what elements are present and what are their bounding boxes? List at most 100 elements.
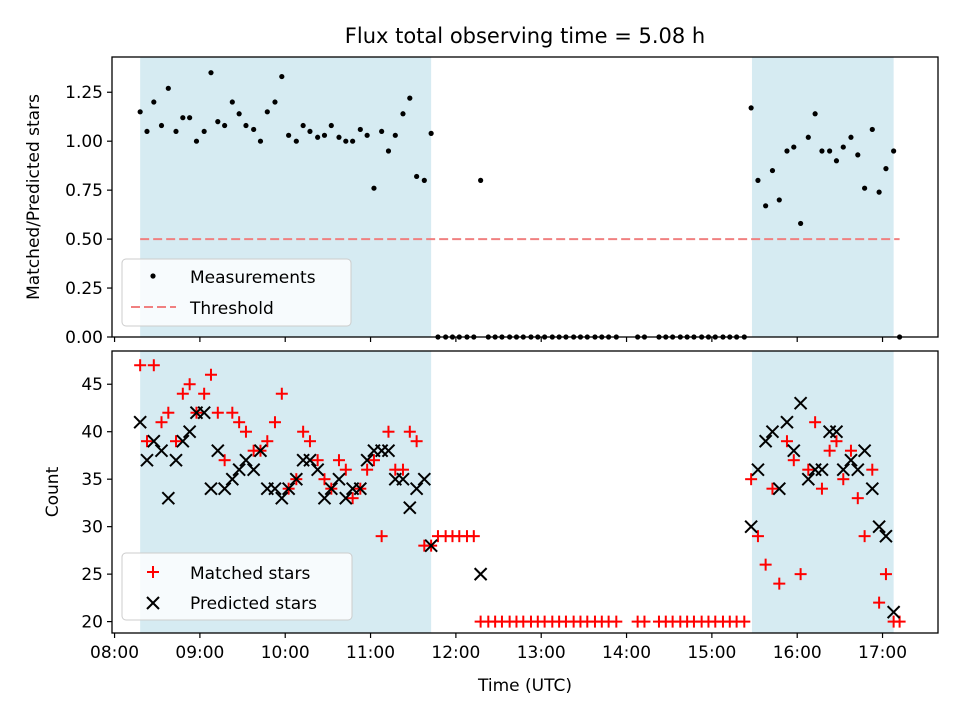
matched-star-point bbox=[375, 530, 388, 543]
measurement-point bbox=[350, 138, 356, 144]
measurement-point bbox=[328, 122, 334, 129]
predicted-star-point bbox=[744, 519, 758, 534]
predicted-star-point bbox=[829, 424, 844, 439]
predicted-star-point bbox=[473, 567, 488, 581]
top-y-axis-label: Matched/Predicted stars bbox=[24, 94, 44, 300]
matched-star-point bbox=[311, 454, 324, 467]
measurement-point bbox=[827, 148, 833, 154]
measurement-point bbox=[776, 197, 782, 203]
predicted-star-point bbox=[161, 491, 176, 505]
predicted-star-point bbox=[381, 443, 396, 458]
matched-star-point bbox=[318, 473, 331, 486]
measurement-point bbox=[343, 138, 349, 144]
predicted-star-point bbox=[409, 481, 424, 496]
predicted-star-point bbox=[801, 472, 816, 486]
measurement-point bbox=[336, 134, 342, 140]
measurement-point bbox=[364, 132, 370, 138]
measurement-point bbox=[428, 130, 434, 136]
predicted-star-point bbox=[232, 462, 246, 477]
matched-star-point bbox=[147, 359, 160, 372]
measurement-point bbox=[812, 111, 818, 117]
predicted-star-point bbox=[225, 472, 240, 486]
predicted-star-point bbox=[758, 434, 773, 448]
matched-star-point bbox=[830, 435, 843, 448]
matched-star-point bbox=[382, 425, 395, 438]
measurement-point bbox=[791, 144, 797, 150]
measurement-point bbox=[883, 166, 889, 172]
matched-star-point bbox=[211, 406, 224, 419]
matched-star-point bbox=[866, 463, 879, 476]
predicted-star-point bbox=[140, 453, 154, 467]
measurement-point bbox=[371, 185, 377, 191]
predicted-star-point bbox=[780, 415, 794, 429]
matched-star-point bbox=[169, 435, 182, 448]
measurement-point bbox=[769, 167, 776, 174]
predicted-star-point bbox=[154, 443, 169, 458]
predicted-star-point bbox=[289, 472, 304, 486]
matched-star-point bbox=[823, 444, 836, 457]
predicted-star-point bbox=[147, 434, 161, 448]
measurement-point bbox=[243, 122, 249, 129]
top-panel: 0.00 0.25 0.50 0.75 1.00 1.25 Matched/Predict… bbox=[24, 56, 939, 348]
measurement-point bbox=[315, 134, 321, 140]
predicted-star-point bbox=[403, 500, 417, 515]
matched-star-point bbox=[303, 435, 316, 448]
matched-star-point bbox=[844, 444, 857, 457]
predicted-star-point bbox=[204, 481, 218, 496]
bottom-x-tick-label: 16:00 bbox=[773, 643, 822, 663]
predicted-star-point bbox=[268, 481, 282, 496]
measurement-point bbox=[173, 128, 179, 135]
bottom-y-tick-label: 45 bbox=[81, 375, 103, 395]
measurement-point bbox=[257, 138, 264, 144]
matched-star-point bbox=[738, 615, 751, 628]
measurement-point bbox=[272, 99, 278, 105]
predicted-star-point bbox=[197, 406, 211, 420]
legend-matched-label: Matched stars bbox=[190, 564, 310, 584]
predicted-star-point bbox=[772, 481, 786, 496]
measurement-point bbox=[876, 189, 882, 195]
matched-star-point bbox=[140, 435, 153, 448]
measurement-point bbox=[236, 111, 242, 117]
measurement-point bbox=[264, 109, 270, 115]
top-y-tick-label: 0.75 bbox=[65, 181, 103, 201]
top-axes-frame bbox=[111, 56, 939, 338]
measurement-point bbox=[798, 220, 804, 227]
bottom-y-tick-label: 25 bbox=[81, 565, 103, 585]
matched-star-point bbox=[787, 454, 800, 467]
matched-star-point bbox=[638, 615, 651, 628]
measurement-point bbox=[392, 132, 398, 138]
measurement-point bbox=[180, 115, 186, 121]
measurement-point bbox=[137, 109, 143, 115]
bottom-y-axis-label: Count bbox=[43, 466, 63, 517]
predicted-star-point bbox=[275, 491, 289, 505]
predicted-star-point bbox=[879, 529, 893, 543]
matched-star-point bbox=[873, 596, 886, 609]
predicted-star-point bbox=[787, 443, 801, 458]
predicted-star-point bbox=[765, 424, 780, 439]
matched-star-point bbox=[367, 454, 380, 467]
measurement-point bbox=[229, 99, 235, 105]
bottom-axes-frame bbox=[111, 350, 939, 634]
predicted-star-point bbox=[872, 519, 886, 534]
top-observing-window-1 bbox=[751, 57, 894, 337]
matched-star-point bbox=[766, 482, 779, 495]
predicted-star-point bbox=[857, 443, 872, 458]
matched-star-point bbox=[155, 416, 168, 429]
matched-star-point bbox=[802, 463, 815, 476]
matched-star-point bbox=[218, 454, 231, 467]
matched-star-point bbox=[204, 368, 217, 381]
matched-star-point bbox=[745, 473, 758, 486]
legend-measurements-marker bbox=[150, 273, 156, 279]
top-y-tick-label: 0.50 bbox=[65, 230, 103, 250]
predicted-star-point bbox=[182, 424, 197, 439]
predicted-star-point bbox=[246, 462, 261, 477]
measurement-point bbox=[784, 148, 790, 154]
measurement-point bbox=[400, 111, 406, 117]
measurement-point bbox=[379, 128, 385, 135]
matched-star-point bbox=[361, 463, 374, 476]
measurement-point bbox=[144, 128, 150, 135]
measurement-point bbox=[855, 152, 861, 158]
predicted-star-point bbox=[836, 462, 850, 477]
measurement-point bbox=[208, 70, 214, 76]
measurement-point bbox=[833, 158, 840, 164]
